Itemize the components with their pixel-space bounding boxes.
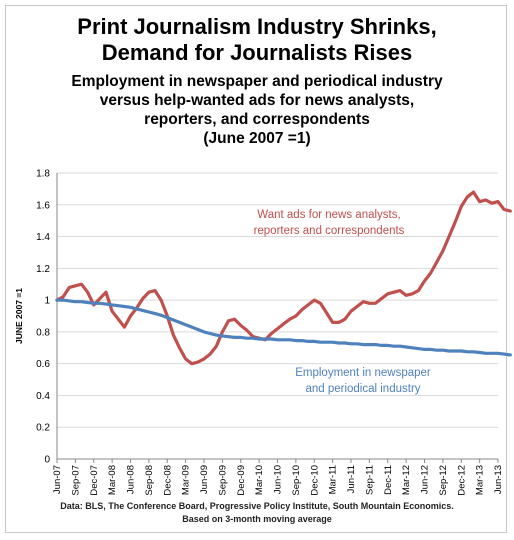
x-tick-label: Jun-11	[346, 465, 357, 493]
x-tick-label: Jun-10	[273, 465, 284, 494]
x-tick-label: Mar-13	[475, 465, 486, 495]
x-tick-label: Dec-12	[456, 465, 467, 496]
source-note-line-1: Data: BLS, The Conference Board, Progres…	[60, 501, 454, 511]
chart-title-line-2: Demand for Journalists Rises	[101, 40, 413, 65]
x-tick-label: Mar-10	[254, 465, 265, 495]
x-tick-label: Sep-07	[70, 465, 81, 496]
x-tick-label: Mar-11	[328, 465, 339, 494]
x-tick-label: Jun-07	[52, 465, 63, 494]
source-note-line-2: Based on 3-month moving average	[182, 514, 332, 524]
want-ads-label-line-2: reporters and correspondents	[254, 225, 405, 237]
x-tick-label: Jun-09	[199, 465, 210, 494]
y-tick-label: 0.8	[36, 327, 50, 338]
y-tick-label: 1	[44, 296, 50, 307]
x-tick-label: Jun-13	[493, 465, 504, 494]
x-tick-label: Sep-09	[217, 465, 228, 496]
y-tick-label: 1.8	[36, 169, 50, 180]
x-tick-label: Dec-11	[383, 465, 394, 495]
chart-subtitle-line-3: reporters, and correspondents	[144, 111, 370, 128]
y-tick-label: 1.6	[36, 200, 50, 211]
chart-subtitle-line-2: versus help-wanted ads for news analysts…	[99, 92, 415, 109]
x-tick-label: Mar-09	[181, 465, 192, 495]
y-axis-label: JUNE 2007 =1	[14, 288, 24, 344]
series-lines	[55, 190, 512, 366]
x-tick-label: Jun-08	[126, 465, 137, 494]
y-tick-label: 1.2	[36, 264, 50, 275]
chart-subtitle-line-4: (June 2007 =1)	[203, 130, 311, 147]
y-tick-label: 0.2	[36, 423, 50, 434]
x-tick-label: Dec-10	[309, 465, 320, 496]
want-ads-line	[55, 190, 512, 366]
employment-line	[55, 298, 512, 357]
employment-label-line-1: Employment in newspaper	[295, 367, 431, 379]
x-tick-label: Mar-12	[401, 465, 412, 495]
y-tick-label: 0.4	[36, 391, 50, 402]
series-labels: Want ads for news analysts, reporters and…	[254, 209, 431, 395]
x-tick-label: Mar-08	[107, 465, 118, 495]
chart-subtitle-line-1: Employment in newspaper and periodical i…	[71, 73, 443, 90]
x-tick-label: Sep-12	[438, 465, 449, 496]
y-tick-label: 0	[44, 455, 50, 466]
axes	[56, 173, 499, 463]
chart-title-line-1: Print Journalism Industry Shrinks,	[77, 14, 437, 39]
x-tick-label: Dec-08	[162, 465, 173, 496]
x-tick-labels: Jun-07 Sep-07 Dec-07 Mar-08 Jun-08 Sep-08 Dec-…	[52, 465, 504, 496]
x-tick-label: Sep-08	[144, 465, 155, 496]
chart-frame	[5, 5, 507, 533]
employment-label-line-2: and periodical industry	[305, 383, 420, 395]
y-tick-label: 0.6	[36, 359, 50, 370]
gridlines	[57, 172, 498, 428]
x-tick-label: Dec-07	[89, 465, 100, 496]
x-tick-label: Sep-11	[364, 465, 375, 495]
want-ads-label-line-1: Want ads for news analysts,	[257, 209, 400, 221]
x-tick-label: Jun-12	[420, 465, 431, 494]
y-tick-labels: 0 0.2 0.4 0.6 0.8 1 1.2 1.4 1.6 1.8	[36, 169, 50, 466]
x-tick-label: Dec-09	[236, 465, 247, 496]
y-tick-label: 1.4	[36, 232, 50, 243]
x-tick-label: Sep-10	[291, 465, 302, 496]
